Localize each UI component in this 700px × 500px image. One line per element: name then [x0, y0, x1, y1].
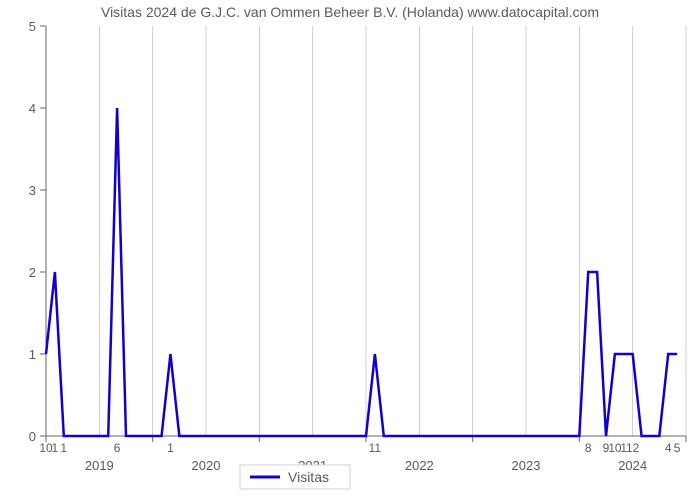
svg-text:5: 5	[29, 19, 36, 34]
svg-text:1: 1	[60, 441, 67, 455]
legend: Visitas	[240, 465, 350, 489]
svg-text:4: 4	[665, 441, 672, 455]
y-ticks: 0 1 2 3 4 5	[29, 19, 46, 444]
x-category-labels: 10116111891011245	[39, 441, 680, 455]
grid	[46, 26, 686, 436]
svg-text:4: 4	[29, 101, 36, 116]
svg-text:2024: 2024	[618, 458, 647, 473]
svg-text:2022: 2022	[405, 458, 434, 473]
svg-text:1: 1	[167, 441, 174, 455]
svg-text:3: 3	[29, 183, 36, 198]
svg-text:5: 5	[674, 441, 681, 455]
svg-text:8: 8	[585, 441, 592, 455]
svg-text:11: 11	[369, 441, 382, 455]
svg-text:2019: 2019	[85, 458, 114, 473]
svg-text:1: 1	[29, 347, 36, 362]
svg-text:2023: 2023	[512, 458, 541, 473]
svg-text:2020: 2020	[192, 458, 221, 473]
visits-series	[46, 108, 677, 436]
svg-text:12: 12	[626, 441, 640, 455]
svg-text:1: 1	[52, 441, 59, 455]
visits-line-chart: 0123452019202020212022202320241011611189…	[0, 0, 700, 500]
svg-text:2: 2	[29, 265, 36, 280]
svg-text:6: 6	[114, 441, 121, 455]
svg-text:0: 0	[29, 429, 36, 444]
legend-label: Visitas	[288, 469, 329, 485]
